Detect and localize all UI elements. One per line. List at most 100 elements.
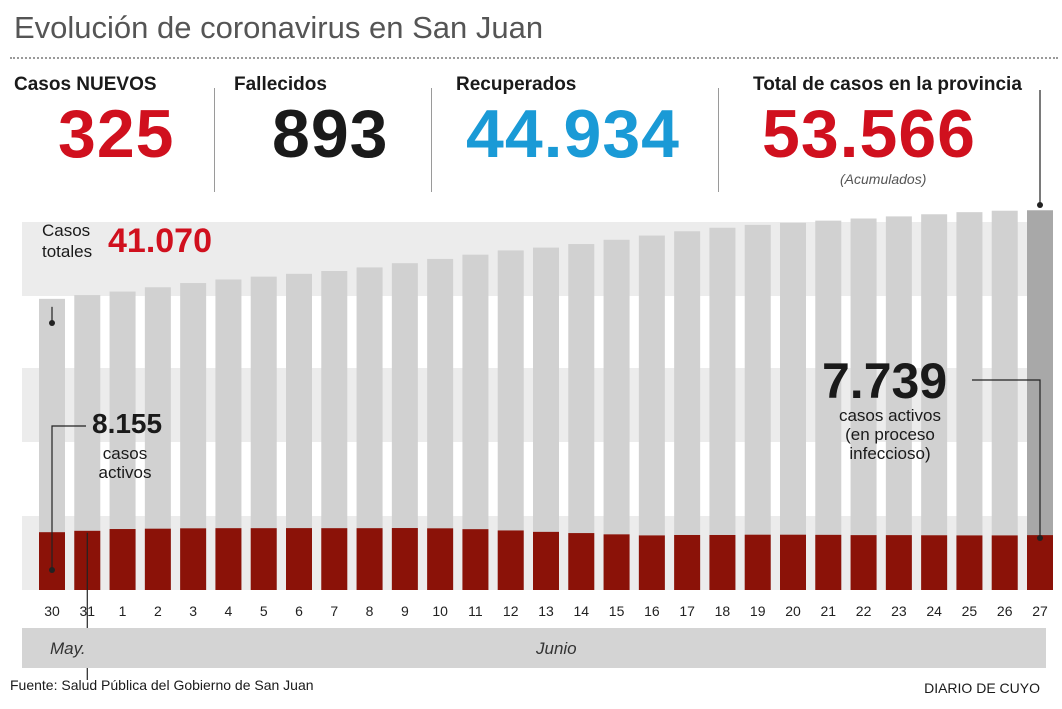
total-cases-bar: [744, 224, 771, 590]
x-tick-label: 26: [997, 603, 1013, 619]
first-active-leader-line: [51, 425, 86, 570]
active-cases-bar: [956, 535, 983, 590]
x-tick-label: 14: [573, 603, 589, 619]
total-cases-bar: [850, 218, 877, 590]
active-cases-bar: [180, 528, 207, 590]
x-tick-label: 21: [820, 603, 836, 619]
x-tick-label: 7: [330, 603, 338, 619]
x-tick-label: 22: [856, 603, 872, 619]
month-axis-band: [22, 628, 1046, 668]
total-cases-bar: [674, 231, 701, 590]
active-cases-bar: [885, 535, 912, 590]
x-tick-label: 17: [679, 603, 695, 619]
total-cases-bar: [991, 210, 1018, 591]
active-cases-bar: [815, 534, 842, 590]
active-cases-bar: [462, 529, 489, 590]
x-tick-label: 25: [962, 603, 978, 619]
total-cases-bar: [885, 216, 912, 590]
first-active-leader-dot: [49, 567, 55, 573]
active-cases-bar: [286, 528, 312, 590]
x-tick-label: 12: [503, 603, 519, 619]
stat-divider: [214, 88, 215, 192]
active-cases-bar: [356, 528, 383, 590]
total-province-value: 53.566: [762, 96, 976, 172]
x-tick-label: 10: [432, 603, 448, 619]
x-tick-label: 4: [225, 603, 233, 619]
deaths-label: Fallecidos: [234, 74, 327, 95]
active-cases-bar: [674, 534, 701, 590]
active-cases-bar: [780, 534, 806, 590]
first-active-value: 8.155: [92, 408, 163, 439]
last-active-leader-dot: [1037, 535, 1043, 541]
last-active-label: casos activos (en proceso infeccioso): [838, 406, 942, 464]
x-tick-label: 24: [926, 603, 942, 619]
active-cases-bar: [321, 528, 348, 590]
x-tick-label: 11: [468, 603, 483, 619]
total-cases-bar: [921, 214, 948, 590]
new-cases-value: 325: [58, 96, 175, 172]
total-cases-bar: [709, 227, 736, 591]
total-cases-bar: [815, 220, 842, 591]
last-active-value: 7.739: [822, 353, 948, 409]
recovered-label: Recuperados: [456, 74, 577, 95]
x-tick-label: 15: [609, 603, 625, 619]
stat-divider: [431, 88, 432, 192]
x-tick-label: 20: [785, 603, 801, 619]
total-cases-bar: [603, 239, 630, 590]
x-tick-label: 3: [189, 603, 197, 619]
month-june-label: Junio: [536, 639, 577, 658]
x-tick-label: 8: [366, 603, 374, 619]
stat-divider: [718, 88, 719, 192]
deaths-value: 893: [272, 96, 389, 172]
new-cases-label: Casos NUEVOS: [14, 74, 157, 95]
active-cases-bar: [250, 528, 277, 590]
active-cases-bar: [109, 529, 136, 590]
chart-title: Evolución de coronavirus en San Juan: [14, 10, 544, 45]
month-may-label: May.: [50, 639, 86, 658]
active-cases-bar: [215, 528, 242, 590]
active-cases-bar: [603, 534, 630, 590]
x-tick-label: 2: [154, 603, 162, 619]
active-cases-bar: [921, 535, 948, 590]
recovered-value: 44.934: [466, 96, 680, 172]
active-cases-bar: [144, 528, 171, 590]
brand-label: DIARIO DE CUYO: [924, 680, 1040, 696]
total-cases-bar: [956, 212, 983, 591]
active-cases-bar: [991, 535, 1018, 590]
x-tick-label: 13: [538, 603, 554, 619]
active-cases-bar: [638, 535, 665, 590]
total-leader-dot: [49, 320, 55, 326]
active-cases-bar: [427, 528, 454, 590]
total-cases-bar: [638, 235, 665, 591]
active-cases-bar: [391, 528, 418, 590]
active-cases-bar: [709, 534, 736, 590]
active-cases-bar: [533, 531, 559, 590]
active-cases-bar: [568, 533, 595, 590]
accumulated-note: (Acumulados): [840, 171, 927, 187]
total-cases-bar: [780, 222, 806, 590]
first-active-label: casos activos: [98, 444, 152, 483]
title-divider: [10, 57, 1058, 59]
x-tick-label: 5: [260, 603, 268, 619]
x-tick-label: 19: [750, 603, 766, 619]
x-tick-label: 23: [891, 603, 907, 619]
total-province-leader-dot: [1037, 202, 1043, 208]
active-cases-bar: [1027, 535, 1053, 590]
x-tick-label: 30: [44, 603, 60, 619]
total-cases-label: Casos totales: [42, 221, 93, 262]
source-note: Fuente: Salud Pública del Gobierno de Sa…: [10, 677, 314, 693]
active-cases-bar: [850, 535, 877, 590]
last-active-leader-line: [972, 379, 1041, 538]
active-cases-bar: [744, 534, 771, 590]
x-tick-label: 9: [401, 603, 409, 619]
x-tick-label: 16: [644, 603, 660, 619]
x-tick-label: 27: [1032, 603, 1048, 619]
total-cases-bar: [568, 244, 595, 591]
x-tick-label: 6: [295, 603, 303, 619]
x-tick-label: 18: [715, 603, 731, 619]
total-province-label: Total de casos en la provincia: [753, 74, 1022, 95]
x-tick-label: 1: [119, 603, 127, 619]
first-total-value: 41.070: [108, 222, 212, 260]
active-cases-bar: [497, 530, 524, 590]
